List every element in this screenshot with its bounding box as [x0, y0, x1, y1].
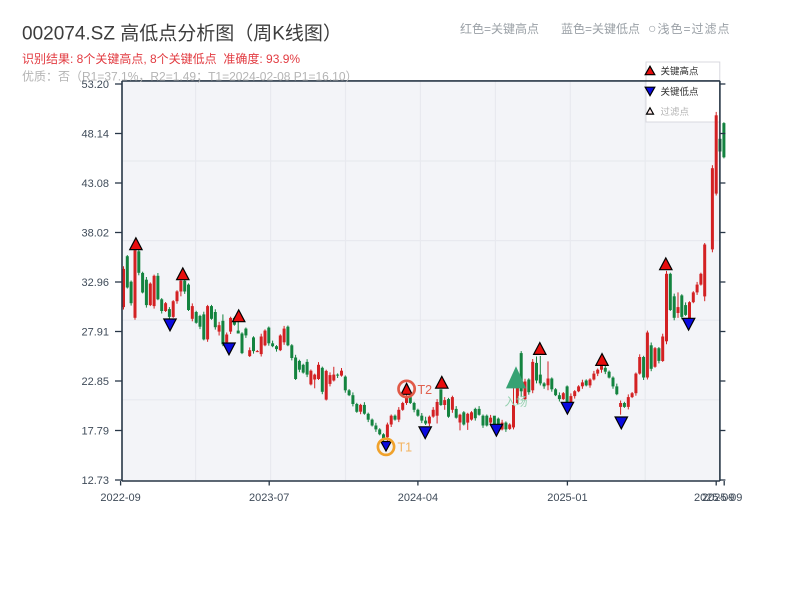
- svg-text:22.85: 22.85: [81, 376, 109, 388]
- svg-text:12.73: 12.73: [81, 475, 109, 487]
- svg-text:43.08: 43.08: [81, 178, 109, 190]
- svg-text:关键低点: 关键低点: [661, 86, 700, 98]
- svg-text:2025-01: 2025-01: [547, 492, 587, 504]
- svg-text:2022-09: 2022-09: [100, 492, 140, 504]
- svg-text:2024-04: 2024-04: [398, 492, 438, 504]
- svg-text:关键高点: 关键高点: [661, 66, 700, 78]
- svg-text:蓝色=关键低点: 蓝色=关键低点: [561, 22, 640, 36]
- svg-text:2023-07: 2023-07: [249, 492, 289, 504]
- svg-text:002074.SZ 高低点分析图（周K线图）: 002074.SZ 高低点分析图（周K线图）: [22, 23, 342, 45]
- svg-text:32.96: 32.96: [81, 277, 109, 289]
- svg-text:T1: T1: [398, 441, 413, 455]
- svg-text:○浅色=过滤点: ○浅色=过滤点: [648, 20, 730, 36]
- svg-text:2025-09: 2025-09: [702, 492, 742, 504]
- svg-text:48.14: 48.14: [81, 129, 109, 141]
- svg-text:T2: T2: [418, 383, 433, 397]
- svg-text:38.02: 38.02: [81, 228, 109, 240]
- svg-text:53.20: 53.20: [81, 79, 109, 91]
- svg-text:2025-09: 2025-09: [694, 492, 734, 504]
- svg-text:过滤点: 过滤点: [661, 106, 690, 118]
- svg-text:入场: 入场: [505, 395, 528, 409]
- svg-text:优质：否（R1=37.1%，R2=1.49；T1=2024-: 优质：否（R1=37.1%，R2=1.49；T1=2024-02-08 P1=1…: [22, 69, 358, 83]
- svg-text:17.79: 17.79: [81, 426, 109, 438]
- svg-text:27.91: 27.91: [81, 327, 109, 339]
- svg-text:红色=关键高点: 红色=关键高点: [460, 21, 539, 36]
- svg-text:识别结果: 8个关键高点, 8个关键低点 准确度: 93.: 识别结果: 8个关键高点, 8个关键低点 准确度: 93.9%: [22, 51, 300, 66]
